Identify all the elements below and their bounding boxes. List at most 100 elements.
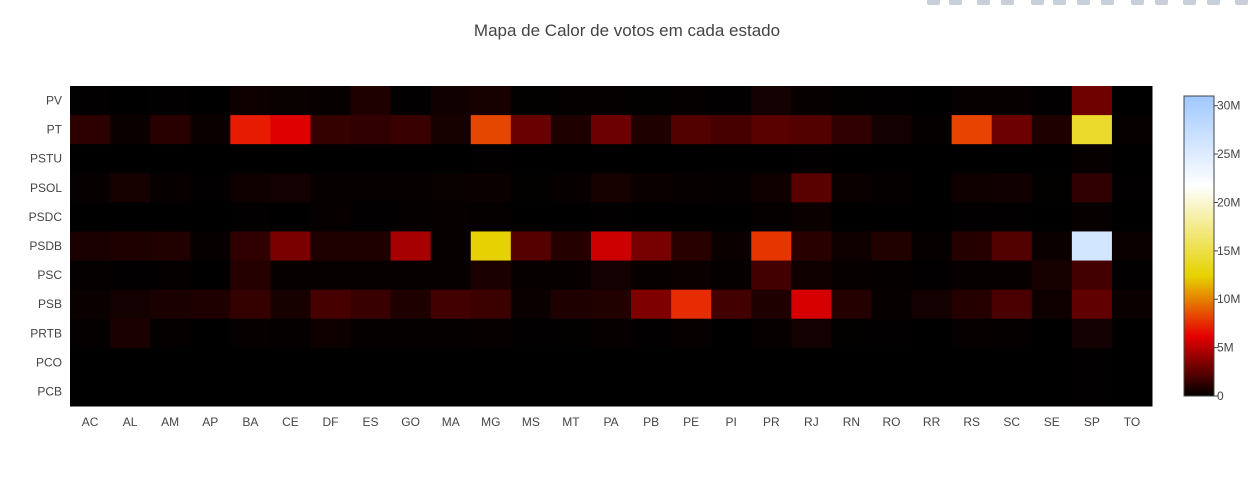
heatmap-cell-PSTU-SE [1031, 144, 1073, 174]
heatmap-cell-PCO-AC [70, 347, 111, 378]
heatmap-cell-PSOL-BA [230, 173, 271, 203]
heatmap-cell-PCB-PI [711, 376, 752, 407]
heatmap-cell-PCO-CE [270, 347, 311, 378]
heatmap-cell-PSC-SE [1031, 260, 1073, 291]
heatmap-cell-PSOL-ES [350, 173, 392, 203]
heatmap-cell-PCO-PR [751, 347, 792, 378]
heatmap-cell-PV-CE [270, 86, 311, 116]
modebar[interactable] [927, 0, 1257, 8]
heatmap-cell-PSB-AC [70, 289, 111, 320]
heatmap-cell-PV-AC [70, 86, 111, 116]
heatmap-cell-PV-RJ [791, 86, 832, 116]
heatmap-cell-PSTU-RR [911, 144, 953, 174]
heatmap-cell-PRTB-MS [510, 318, 552, 349]
heatmap-cell-PSDB-AM [150, 231, 191, 262]
heatmap-cell-PCB-MT [550, 376, 592, 407]
y-tick-label: PSDB [29, 239, 62, 253]
heatmap-cell-PCB-ES [350, 376, 392, 407]
heatmap-cell-PSDB-BA [230, 231, 271, 262]
heatmap-cell-PSDC-GO [390, 202, 432, 232]
heatmap-cell-PSDC-AC [70, 202, 111, 232]
heatmap-cell-PSOL-PE [671, 173, 712, 203]
heatmap-cell-PSDB-RN [831, 231, 872, 262]
x-tick-label: PI [726, 415, 737, 429]
heatmap-cell-PCO-RS [951, 347, 993, 378]
box-select-icon[interactable] [1031, 0, 1044, 5]
heatmap-cell-PSTU-DF [310, 144, 352, 174]
y-tick-label: PSC [37, 268, 62, 282]
colorbar-gradient [1183, 95, 1215, 397]
heatmap-cell-PSDB-AC [70, 231, 111, 262]
heatmap-cell-PT-RS [951, 115, 993, 145]
heatmap-cell-PCB-PR [751, 376, 792, 407]
heatmap-cell-PSOL-SE [1031, 173, 1073, 203]
heatmap-cell-PSDB-DF [310, 231, 352, 262]
reset-axes-icon[interactable] [1155, 0, 1168, 5]
heatmap-cell-PSB-PR [751, 289, 792, 320]
heatmap-cell-PCB-AL [110, 376, 151, 407]
heatmap-cell-PSOL-RS [951, 173, 993, 203]
heatmap-cell-PSB-PA [590, 289, 632, 320]
zoom-in-icon[interactable] [1077, 0, 1090, 5]
heatmap-cell-PSC-PE [671, 260, 712, 291]
heatmap-cell-PCB-SP [1071, 376, 1113, 407]
heatmap-cell-PRTB-TO [1111, 318, 1153, 349]
heatmap-cell-PCB-RO [871, 376, 913, 407]
heatmap-cell-PV-AP [190, 86, 231, 116]
heatmap-cell-PCB-RS [951, 376, 993, 407]
heatmap-cell-PT-RO [871, 115, 913, 145]
heatmap-cell-PSTU-PE [671, 144, 712, 174]
heatmap-cell-PSOL-PA [590, 173, 632, 203]
plotly-logo-icon[interactable] [1235, 0, 1248, 5]
x-tick-label: PA [603, 415, 618, 429]
heatmap-cell-PCO-RO [871, 347, 913, 378]
x-tick-label: BA [242, 415, 258, 429]
heatmap-cell-PRTB-PR [751, 318, 792, 349]
heatmap-cell-PT-AP [190, 115, 231, 145]
heatmap-cell-PSB-SP [1071, 289, 1113, 320]
zoom-out-icon[interactable] [1101, 0, 1114, 5]
heatmap-cell-PSC-AP [190, 260, 231, 291]
heatmap-cell-PCB-SC [991, 376, 1033, 407]
heatmap-cell-PSB-RS [951, 289, 993, 320]
heatmap-cell-PSDC-PI [711, 202, 752, 232]
colorbar-tick-label: 15M [1217, 244, 1240, 258]
heatmap-cell-PSOL-PB [631, 173, 672, 203]
heatmap-cell-PSC-RO [871, 260, 913, 291]
heatmap-cell-PSTU-BA [230, 144, 271, 174]
heatmap-cell-PSTU-MT [550, 144, 592, 174]
heatmap-cell-PSB-AP [190, 289, 231, 320]
heatmap-cell-PSTU-CE [270, 144, 311, 174]
heatmap-cell-PSOL-GO [390, 173, 432, 203]
zoom-icon[interactable] [977, 0, 990, 5]
spike-lines-icon[interactable] [1183, 0, 1196, 5]
heatmap-cell-PCB-BA [230, 376, 271, 407]
heatmap-cell-PSB-PB [631, 289, 672, 320]
heatmap-cell-PSOL-RN [831, 173, 872, 203]
heatmap-cell-PSDC-RR [911, 202, 953, 232]
y-tick-label: PCB [37, 384, 62, 398]
autoscale-icon[interactable] [1131, 0, 1144, 5]
heatmap-cell-PSC-AM [150, 260, 191, 291]
hover-icon[interactable] [1207, 0, 1220, 5]
heatmap-cell-PSOL-MA [430, 173, 472, 203]
heatmap-cell-PCO-PA [590, 347, 632, 378]
heatmap-cell-PV-PI [711, 86, 752, 116]
lasso-icon[interactable] [1053, 0, 1066, 5]
heatmap-cell-PCB-AC [70, 376, 111, 407]
save-icon[interactable] [949, 0, 962, 5]
heatmap-cell-PSTU-PR [751, 144, 792, 174]
x-tick-label: RN [843, 415, 860, 429]
heatmap-cell-PSC-PA [590, 260, 632, 291]
heatmap-cell-PRTB-RN [831, 318, 872, 349]
heatmap-cell-PSTU-AM [150, 144, 191, 174]
heatmap-cell-PRTB-PB [631, 318, 672, 349]
heatmap-cell-PSTU-GO [390, 144, 432, 174]
heatmap-cell-PSDC-BA [230, 202, 271, 232]
camera-icon[interactable] [927, 0, 940, 5]
heatmap-cell-PSDB-TO [1111, 231, 1153, 262]
heatmap-cell-PSOL-RJ [791, 173, 832, 203]
heatmap-cell-PSB-CE [270, 289, 311, 320]
pan-icon[interactable] [1001, 0, 1014, 5]
